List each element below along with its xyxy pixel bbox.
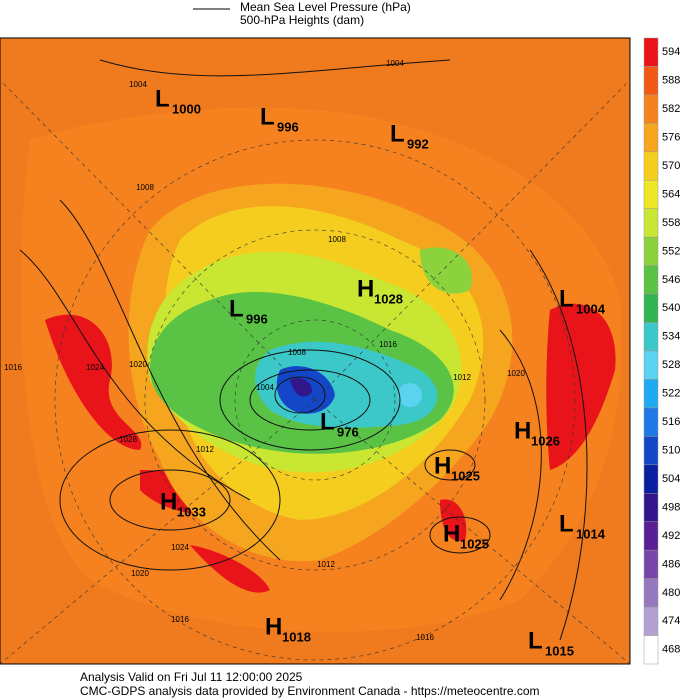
colorbar-box xyxy=(643,493,659,522)
colorbar-box xyxy=(643,37,659,67)
colorbar-label: 522 xyxy=(662,388,680,400)
center-value: 1014 xyxy=(576,526,606,541)
contour-label: 1020 xyxy=(507,369,525,378)
contour-label: 1016 xyxy=(4,363,22,372)
center-value: 996 xyxy=(246,311,268,326)
colorbar-label: 594 xyxy=(662,46,680,58)
center-type: H xyxy=(160,488,177,515)
colorbar-label: 492 xyxy=(662,530,680,542)
center-type: L xyxy=(559,285,574,312)
contour-label: 1012 xyxy=(317,560,335,569)
legend-fill-label: 500-hPa Heights (dam) xyxy=(240,13,364,27)
center-type: L xyxy=(528,627,543,654)
colorbar-label: 468 xyxy=(662,644,680,656)
colorbar-box xyxy=(643,322,659,352)
legend-line-label: Mean Sea Level Pressure (hPa) xyxy=(240,0,411,14)
colorbar-label: 576 xyxy=(662,131,680,143)
colorbar-label: 558 xyxy=(662,217,680,229)
colorbar-box xyxy=(643,94,659,124)
colorbar-label: 510 xyxy=(662,444,680,456)
center-value: 1015 xyxy=(545,643,574,658)
colorbar-box xyxy=(643,123,659,153)
center-value: 1004 xyxy=(576,301,606,316)
colorbar-box xyxy=(643,151,659,181)
colorbar-box xyxy=(643,407,659,437)
colorbar-label: 552 xyxy=(662,245,680,257)
colorbar-box xyxy=(643,208,659,238)
contour-label: 1012 xyxy=(453,373,471,382)
colorbar-label: 474 xyxy=(662,615,680,627)
colorbar-label: 504 xyxy=(662,473,680,485)
colorbar-box xyxy=(643,635,659,665)
contour-label: 1008 xyxy=(136,183,154,192)
colorbar-label: 540 xyxy=(662,302,680,314)
center-value: 992 xyxy=(407,136,429,151)
colorbar-box xyxy=(643,578,659,608)
contour-label: 1004 xyxy=(256,383,274,392)
colorbar-label: 564 xyxy=(662,188,680,200)
colorbar-box xyxy=(643,379,659,409)
colorbar-label: 498 xyxy=(662,501,680,513)
footer-line2: CMC-GDPS analysis data provided by Envir… xyxy=(80,684,540,698)
center-value: 1025 xyxy=(451,468,480,483)
contour-label: 1008 xyxy=(328,235,346,244)
colorbar-box xyxy=(643,293,659,323)
center-type: H xyxy=(265,613,282,640)
center-type: H xyxy=(434,452,451,479)
center-type: L xyxy=(559,510,574,537)
contour-label: 1024 xyxy=(171,543,189,552)
colorbar-box xyxy=(643,66,659,96)
colorbar-label: 528 xyxy=(662,359,680,371)
colorbar-label: 588 xyxy=(662,75,680,87)
contour-label: 1020 xyxy=(129,360,147,369)
contour-label: 1016 xyxy=(416,633,434,642)
center-value: 1018 xyxy=(282,629,311,644)
colorbar-box xyxy=(643,606,659,636)
center-type: L xyxy=(320,408,335,435)
footer-line1: Analysis Valid on Fri Jul 11 12:00:00 20… xyxy=(80,670,303,684)
center-value: 996 xyxy=(277,119,299,134)
colorbar-box xyxy=(643,350,659,380)
contour-label: 1024 xyxy=(86,363,104,372)
center-type: L xyxy=(260,103,275,130)
colorbar-box xyxy=(643,265,659,295)
contour-label: 1016 xyxy=(379,340,397,349)
colorbar-label: 480 xyxy=(662,587,680,599)
colorbar-box xyxy=(643,236,659,266)
contour-label: 1028 xyxy=(119,435,137,444)
center-type: L xyxy=(229,295,244,322)
colorbar-box xyxy=(643,464,659,494)
center-value: 1000 xyxy=(172,101,201,116)
colorbar-label: 582 xyxy=(662,103,680,115)
colorbar-label: 486 xyxy=(662,558,680,570)
center-value: 1028 xyxy=(374,291,403,306)
center-value: 1033 xyxy=(177,504,206,519)
center-value: 976 xyxy=(337,424,359,439)
colorbar-label: 534 xyxy=(662,331,680,343)
center-value: 1025 xyxy=(460,536,489,551)
center-value: 1026 xyxy=(531,433,560,448)
colorbar-box xyxy=(643,180,659,209)
contour-label: 1008 xyxy=(288,348,306,357)
contour-label: 1020 xyxy=(131,569,149,578)
center-type: H xyxy=(357,275,374,302)
center-type: H xyxy=(443,520,460,547)
contour-label: 1004 xyxy=(129,80,147,89)
colorbar-box xyxy=(643,549,659,579)
contour-label: 1004 xyxy=(386,59,404,68)
colorbar-box xyxy=(643,521,659,551)
center-type: H xyxy=(514,417,531,444)
center-type: L xyxy=(155,85,170,112)
colorbar-label: 570 xyxy=(662,160,680,172)
map-area xyxy=(0,37,631,665)
contour-label: 1016 xyxy=(171,615,189,624)
center-type: L xyxy=(390,120,405,147)
contour-label: 1012 xyxy=(196,445,214,454)
colorbar-label: 546 xyxy=(662,274,680,286)
colorbar-label: 516 xyxy=(662,416,680,428)
colorbar-box xyxy=(643,436,659,466)
